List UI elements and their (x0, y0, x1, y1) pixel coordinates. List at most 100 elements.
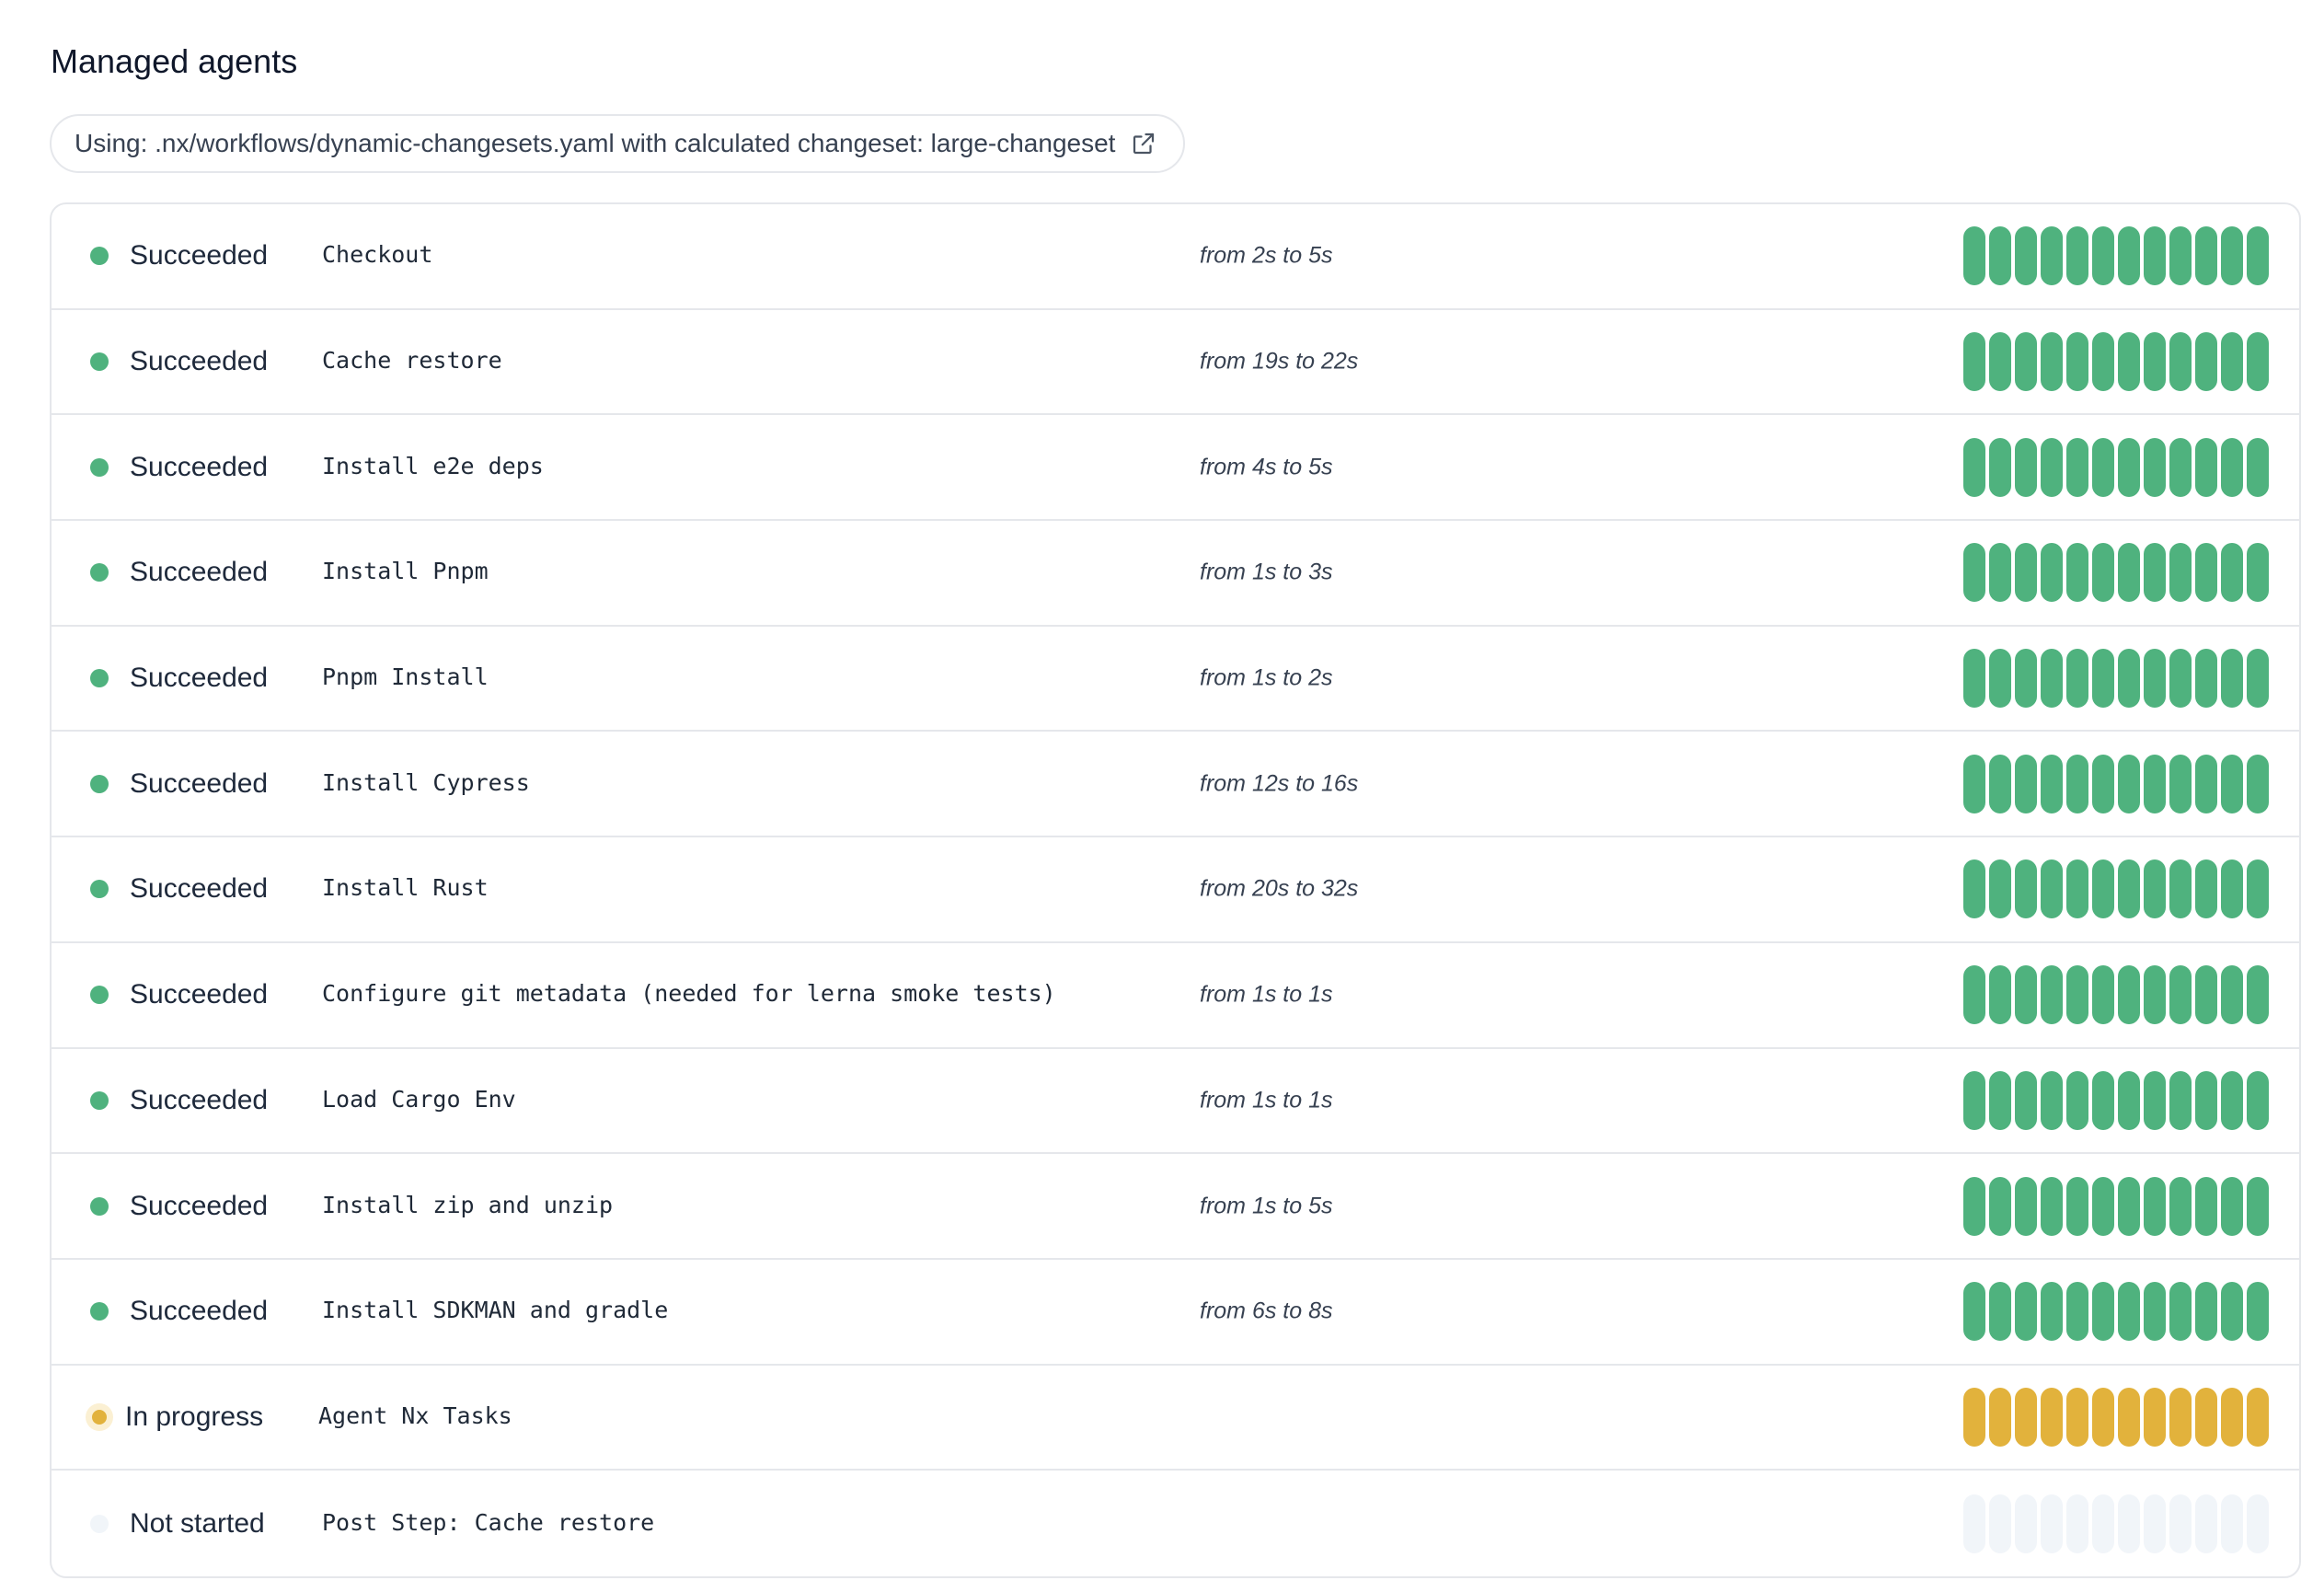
agent-status-bar[interactable] (2041, 543, 2063, 603)
agent-status-bar[interactable] (1989, 859, 2011, 919)
agent-status-bar[interactable] (1963, 332, 1985, 392)
agent-status-bar[interactable] (1989, 754, 2011, 813)
agent-status-bar[interactable] (2066, 965, 2088, 1025)
agent-status-bar[interactable] (2221, 965, 2243, 1025)
agent-status-bar[interactable] (2169, 965, 2192, 1025)
agent-status-bar[interactable] (2195, 543, 2217, 603)
agent-status-bar[interactable] (2144, 649, 2166, 709)
agent-status-bar[interactable] (2015, 649, 2037, 709)
agent-status-bar[interactable] (1963, 859, 1985, 919)
workflow-link[interactable]: Using: .nx/workflows/dynamic-changesets.… (50, 114, 1186, 173)
agent-status-bar[interactable] (2015, 1070, 2037, 1130)
agent-status-bar[interactable] (2118, 226, 2140, 286)
agent-status-bar[interactable] (2041, 965, 2063, 1025)
agent-status-bar[interactable] (2169, 226, 2192, 286)
agent-status-bar[interactable] (2066, 437, 2088, 497)
agent-status-bar[interactable] (2144, 1176, 2166, 1236)
agent-status-bar[interactable] (2221, 437, 2243, 497)
agent-status-bar[interactable] (2092, 437, 2114, 497)
agent-status-bar[interactable] (2092, 226, 2114, 286)
agent-status-bar[interactable] (2118, 543, 2140, 603)
agent-status-bar[interactable] (1989, 437, 2011, 497)
agent-status-bar[interactable] (2195, 1494, 2217, 1553)
agent-status-bar[interactable] (2092, 1176, 2114, 1236)
agent-status-bar[interactable] (1963, 754, 1985, 813)
agent-status-bar[interactable] (2247, 226, 2269, 286)
agent-status-bar[interactable] (2144, 859, 2166, 919)
agent-status-bar[interactable] (1989, 543, 2011, 603)
agent-status-bar[interactable] (2015, 859, 2037, 919)
agent-status-bar[interactable] (2195, 437, 2217, 497)
step-row[interactable]: Succeeded Install SDKMAN and gradle from 6… (52, 1260, 2299, 1366)
agent-status-bar[interactable] (1989, 1282, 2011, 1342)
agent-status-bar[interactable] (2169, 1070, 2192, 1130)
agent-status-bar[interactable] (2247, 649, 2269, 709)
agent-status-bar[interactable] (2144, 226, 2166, 286)
agent-status-bar[interactable] (2118, 754, 2140, 813)
agent-status-bar[interactable] (2015, 332, 2037, 392)
agent-status-bar[interactable] (2066, 754, 2088, 813)
agent-status-bar[interactable] (2118, 1282, 2140, 1342)
agent-status-bar[interactable] (2092, 332, 2114, 392)
agent-status-bar[interactable] (2247, 1387, 2269, 1447)
agent-status-bar[interactable] (2066, 649, 2088, 709)
agent-status-bar[interactable] (1963, 1176, 1985, 1236)
agent-status-bar[interactable] (2092, 543, 2114, 603)
agent-status-bar[interactable] (2247, 754, 2269, 813)
agent-status-bar[interactable] (2118, 1387, 2140, 1447)
agent-status-bar[interactable] (2247, 1282, 2269, 1342)
agent-status-bar[interactable] (1963, 1070, 1985, 1130)
step-row[interactable]: Succeeded Cache restore from 19s to 22s (52, 310, 2299, 416)
agent-status-bar[interactable] (2221, 1387, 2243, 1447)
agent-status-bar[interactable] (2118, 1176, 2140, 1236)
agent-status-bar[interactable] (2221, 859, 2243, 919)
agent-status-bar[interactable] (2195, 754, 2217, 813)
agent-status-bar[interactable] (2066, 543, 2088, 603)
agent-status-bar[interactable] (2195, 332, 2217, 392)
agent-status-bar[interactable] (1989, 649, 2011, 709)
agent-status-bar[interactable] (2015, 226, 2037, 286)
agent-status-bar[interactable] (1989, 1387, 2011, 1447)
agent-status-bar[interactable] (2221, 332, 2243, 392)
agent-status-bar[interactable] (2041, 1282, 2063, 1342)
agent-status-bar[interactable] (2118, 1070, 2140, 1130)
agent-status-bar[interactable] (2066, 1176, 2088, 1236)
agent-status-bar[interactable] (2195, 1387, 2217, 1447)
agent-status-bar[interactable] (2247, 965, 2269, 1025)
agent-status-bar[interactable] (2169, 332, 2192, 392)
agent-status-bar[interactable] (2118, 332, 2140, 392)
agent-status-bar[interactable] (2041, 754, 2063, 813)
agent-status-bar[interactable] (2118, 649, 2140, 709)
agent-status-bar[interactable] (1989, 1176, 2011, 1236)
agent-status-bar[interactable] (2221, 1070, 2243, 1130)
agent-status-bar[interactable] (2041, 437, 2063, 497)
step-row[interactable]: Succeeded Install zip and unzip from 1s to… (52, 1154, 2299, 1260)
step-row[interactable]: Succeeded Install e2e deps from 4s to 5s (52, 415, 2299, 522)
agent-status-bar[interactable] (2144, 1387, 2166, 1447)
agent-status-bar[interactable] (1963, 437, 1985, 497)
agent-status-bar[interactable] (1989, 226, 2011, 286)
agent-status-bar[interactable] (2041, 1494, 2063, 1553)
agent-status-bar[interactable] (2144, 754, 2166, 813)
agent-status-bar[interactable] (2169, 859, 2192, 919)
agent-status-bar[interactable] (1989, 1494, 2011, 1553)
agent-status-bar[interactable] (2015, 1282, 2037, 1342)
agent-status-bar[interactable] (2247, 1494, 2269, 1553)
agent-status-bar[interactable] (2144, 437, 2166, 497)
agent-status-bar[interactable] (2015, 1387, 2037, 1447)
agent-status-bar[interactable] (2247, 859, 2269, 919)
agent-status-bar[interactable] (1963, 1494, 1985, 1553)
agent-status-bar[interactable] (2041, 1387, 2063, 1447)
agent-status-bar[interactable] (2169, 437, 2192, 497)
agent-status-bar[interactable] (2041, 1070, 2063, 1130)
agent-status-bar[interactable] (2195, 1070, 2217, 1130)
agent-status-bar[interactable] (2169, 1494, 2192, 1553)
agent-status-bar[interactable] (2169, 1387, 2192, 1447)
agent-status-bar[interactable] (2041, 332, 2063, 392)
agent-status-bar[interactable] (2066, 1494, 2088, 1553)
agent-status-bar[interactable] (2015, 965, 2037, 1025)
agent-status-bar[interactable] (2221, 1282, 2243, 1342)
agent-status-bar[interactable] (1963, 649, 1985, 709)
agent-status-bar[interactable] (2169, 649, 2192, 709)
agent-status-bar[interactable] (1989, 965, 2011, 1025)
